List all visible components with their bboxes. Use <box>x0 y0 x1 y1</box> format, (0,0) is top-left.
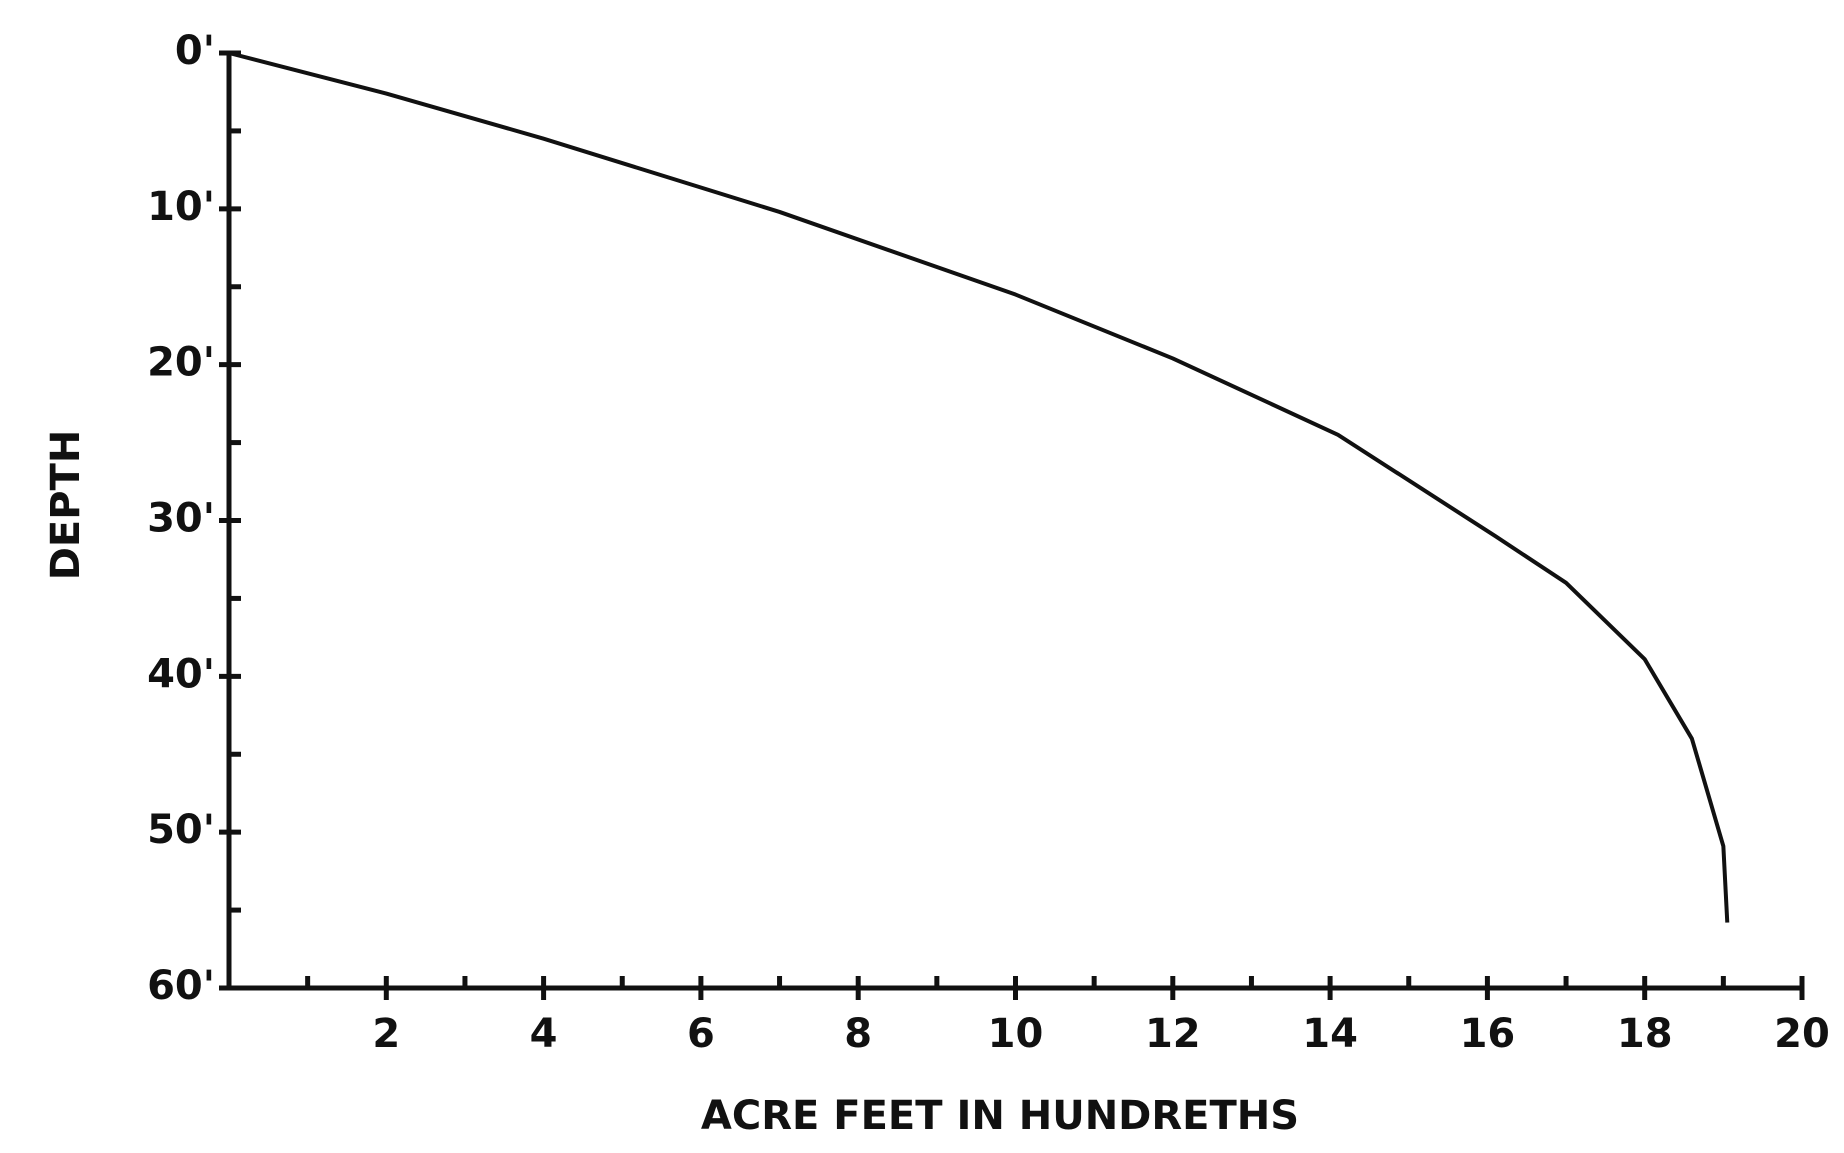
x-tick-label: 8 <box>844 1011 872 1057</box>
x-tick-label: 14 <box>1302 1011 1358 1057</box>
x-tick-label: 4 <box>530 1011 558 1057</box>
y-tick-label: 50' <box>147 807 215 853</box>
y-tick-label: 10' <box>147 184 215 230</box>
x-tick-label: 6 <box>687 1011 715 1057</box>
x-tick-label: 16 <box>1460 1011 1516 1057</box>
y-tick-label: 60' <box>147 963 215 1009</box>
y-axis-label: DEPTH <box>43 430 89 581</box>
x-axis-label: ACRE FEET IN HUNDRETHS <box>701 1093 1299 1139</box>
y-tick-label: 0' <box>175 28 215 74</box>
x-tick-label: 2 <box>372 1011 400 1057</box>
x-tick-label: 10 <box>988 1011 1044 1057</box>
x-tick-label: 18 <box>1617 1011 1673 1057</box>
y-tick-label: 20' <box>147 340 215 386</box>
y-tick-label: 40' <box>147 651 215 697</box>
x-tick-label: 20 <box>1774 1011 1830 1057</box>
y-tick-label: 30' <box>147 496 215 542</box>
data-line <box>228 51 1730 923</box>
x-tick-label: 12 <box>1145 1011 1201 1057</box>
